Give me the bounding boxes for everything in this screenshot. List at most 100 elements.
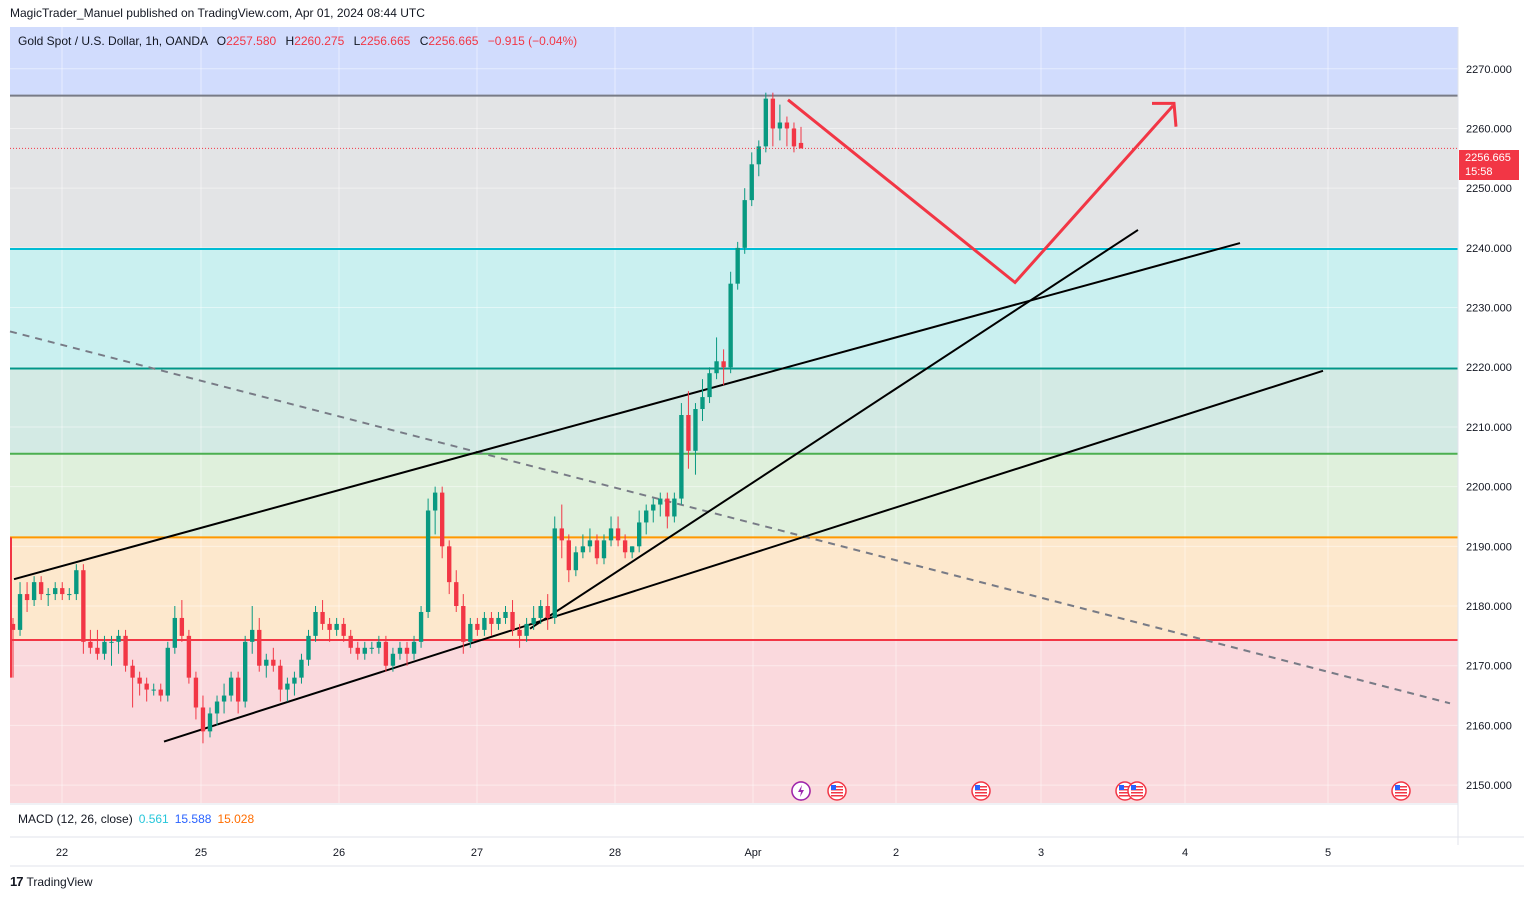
candle-body [636,522,642,547]
tradingview-footer[interactable]: 17 TradingView [10,874,93,889]
candle-body [517,629,522,636]
change-value: −0.915 (−0.04%) [487,34,578,48]
candle-body [503,611,508,618]
candle-body [369,647,375,649]
candle-body [137,677,142,684]
candle-body [45,594,51,596]
flag-stripe [1131,789,1143,791]
candle-body [214,701,220,714]
candle-body [193,677,199,708]
candle-body [158,689,163,696]
candle-body [123,635,128,666]
macd-label: MACD (12, 26, close) [18,812,133,826]
candle-body [334,623,339,630]
event-icon-ring [1127,781,1147,801]
candle-body [207,713,213,732]
flag-stripe [1395,786,1407,788]
x-tick-label-8: 4 [1182,847,1188,859]
lightning-bolt [798,785,804,797]
candle-body [130,665,135,678]
tradingview-brand: TradingView [26,874,93,889]
y-tick-label-5: 2220.000 [1466,362,1512,374]
last-price-tag: 2256.665 15:58 [1459,150,1519,180]
candle-body [81,570,86,642]
x-tick-label-9: 5 [1325,847,1331,859]
candle-body [601,540,607,559]
candle-body [411,641,417,654]
x-tick-label-7: 3 [1038,847,1044,859]
macd-signal-value: 15.028 [217,812,255,826]
candle-body [594,540,600,559]
candle-body [186,635,192,678]
candle-body [242,641,248,702]
candle-body [24,594,30,601]
candle-body [496,617,501,624]
price-axis [1458,27,1534,803]
y-tick-label-2: 2250.000 [1466,183,1512,195]
y-tick-label-7: 2200.000 [1466,482,1512,494]
candle-body [686,415,691,451]
candle-body [629,546,635,553]
candle-body [454,582,459,607]
candle-body [299,659,304,678]
candle-body [425,510,431,612]
candle-body [672,498,677,517]
flag-stripe [1119,789,1131,791]
high-label: H [285,34,295,48]
x-tick-label-5: Apr [744,847,761,859]
candle-body [320,611,325,624]
candle-body [573,552,579,571]
x-tick-label-3: 27 [471,847,483,859]
candle-body [172,617,178,648]
candle-body [271,659,276,666]
zone-band-6 [10,640,1458,803]
candle-body [489,617,494,624]
y-tick-label-8: 2190.000 [1466,541,1512,553]
y-tick-label-9: 2180.000 [1466,601,1512,613]
symbol-title: Gold Spot / U.S. Dollar, 1h, OANDA [18,34,208,48]
candle-body [580,546,586,553]
us-flag-icon-4 [1127,781,1147,801]
lightning-icon-0 [791,781,811,801]
candle-body [482,617,487,630]
zone-band-5 [10,537,1458,641]
candle-body [658,498,663,505]
zone-band-1 [10,95,1458,250]
flag-stripe [1119,786,1131,788]
flag-canton [831,785,836,790]
trend-line-1 [163,369,1324,743]
projection-arrowhead [1152,101,1178,127]
y-tick-label-1: 2260.000 [1466,123,1512,135]
x-tick-label-1: 25 [195,847,207,859]
y-tick-label-12: 2150.000 [1466,780,1512,792]
flag-stripe [831,786,843,788]
candle-body [53,588,58,595]
flag-stripe [831,789,843,791]
candle-body [17,594,23,630]
candle-body [95,647,100,654]
macd-histogram-value: 0.561 [138,812,169,826]
candle-body [721,361,726,368]
trend-line-0 [13,242,1241,581]
x-tick-label-2: 26 [333,847,345,859]
flag-stripe [831,795,843,797]
symbol-legend: Gold Spot / U.S. Dollar, 1h, OANDA O2257… [18,34,583,48]
flag-stripe [1395,795,1407,797]
candle-body [742,200,747,248]
candle-body [285,683,290,690]
macd-legend[interactable]: MACD (12, 26, close) 0.561 15.588 15.028 [18,812,254,826]
bar-countdown: 15:58 [1465,166,1493,178]
candle-body [798,142,804,149]
candle-body [566,540,572,571]
flag-canton [1395,785,1400,790]
tradingview-logo-icon: 17 [10,874,24,889]
candle-body [714,361,719,374]
flag-canton [975,785,980,790]
us-flag-icon-1 [827,781,847,801]
publisher-header: MagicTrader_Manuel published on TradingV… [10,6,425,20]
candle-body [38,582,44,595]
candle-body [447,546,452,583]
event-icon-ring [1391,781,1411,801]
candle-body [31,582,37,601]
